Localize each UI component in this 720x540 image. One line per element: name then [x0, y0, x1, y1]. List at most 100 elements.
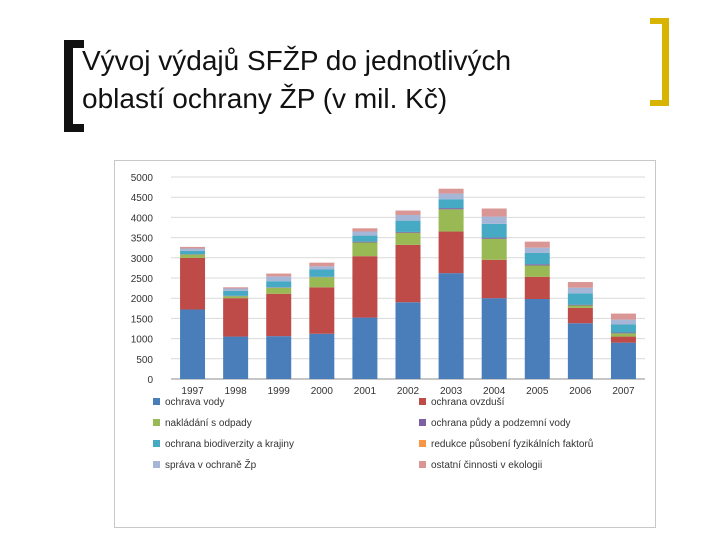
bar-segment: [223, 298, 249, 337]
x-tick-label: 2000: [311, 386, 334, 397]
bar-segment: [352, 235, 378, 242]
x-tick-label: 1999: [268, 386, 291, 397]
bar-segment: [481, 238, 507, 260]
bar-segment: [567, 282, 593, 288]
bar-segment: [610, 333, 636, 337]
bar-segment: [352, 228, 378, 232]
y-tick-label: 1500: [131, 314, 154, 325]
slide-title-line-2: oblastí ochrany ŽP (v mil. Kč): [82, 83, 448, 114]
x-tick-label: 2006: [569, 386, 592, 397]
y-tick-label: 1000: [131, 335, 154, 346]
left-bracket-bar: [64, 40, 73, 132]
stacked-bar-chart: 0 500 1000 1500 2000 2500 3000 3500 4000 4500 5000…: [131, 173, 645, 471]
bar-segment: [438, 199, 464, 209]
bar-segment: [395, 210, 421, 215]
bar-segment: [481, 223, 507, 238]
bar-segment: [610, 342, 636, 379]
x-tick-label: 2001: [354, 386, 377, 397]
legend-swatch: [419, 419, 426, 426]
legend-label: ochrava vody: [165, 397, 224, 408]
bar-segment: [180, 246, 206, 249]
legend-swatch: [419, 398, 426, 405]
bar-segment: [610, 319, 636, 325]
bar-segment: [395, 244, 421, 303]
bar-segment: [266, 293, 292, 337]
bar-segment: [395, 232, 421, 245]
bar-segment: [180, 250, 206, 255]
bar-segment: [610, 313, 636, 320]
legend-label: nakládání s odpady: [165, 418, 252, 429]
legend-label: ochrana půdy a podzemní vody: [431, 417, 571, 429]
right-bracket-bar: [662, 18, 669, 106]
bar-segment: [524, 241, 550, 248]
bar-segment: [567, 323, 593, 379]
bar-segment: [481, 216, 507, 224]
bar-segment: [223, 288, 249, 291]
bar-segment: [438, 208, 464, 210]
bar-segment: [266, 273, 292, 277]
y-tick-label: 5000: [131, 173, 154, 184]
bar-segment: [524, 299, 550, 379]
bar-segment: [309, 277, 335, 288]
legend-swatch: [153, 461, 160, 468]
bar-segment: [266, 287, 292, 294]
x-tick-label: 1998: [225, 386, 248, 397]
bar-segment: [395, 231, 421, 233]
bar-segment: [610, 332, 636, 334]
bar-segment: [352, 241, 378, 243]
bar-segment: [180, 254, 206, 258]
bar-segment: [524, 265, 550, 277]
bar-segment: [395, 214, 421, 221]
y-tick-label: 4500: [131, 193, 154, 204]
right-bracket-top: [650, 18, 669, 24]
bar-segment: [567, 304, 593, 306]
bar-segment: [481, 259, 507, 299]
bar-segment: [266, 281, 292, 288]
x-tick-label: 2005: [526, 386, 549, 397]
bar-segment: [352, 231, 378, 236]
bar-segment: [180, 248, 206, 251]
bar-segment: [438, 188, 464, 194]
y-tick-label: 2000: [131, 294, 154, 305]
bar-segment: [309, 269, 335, 277]
bar-segment: [438, 209, 464, 232]
bar-segment: [438, 193, 464, 200]
bar-segment: [352, 317, 378, 379]
bar-segment: [223, 287, 249, 289]
legend-swatch: [419, 440, 426, 447]
legend-swatch: [153, 398, 160, 405]
legend-label: ochrana ovzduší: [431, 397, 505, 408]
bar-segment: [266, 336, 292, 379]
x-tick-label: 2003: [440, 386, 463, 397]
bar-segment: [438, 273, 464, 379]
legend-swatch: [153, 440, 160, 447]
right-bracket-bottom: [650, 100, 669, 106]
bar-segment: [395, 220, 421, 232]
bar-segment: [352, 256, 378, 318]
y-tick-label: 500: [136, 355, 153, 366]
x-tick-label: 2007: [612, 386, 635, 397]
legend-label: ostatní činnosti v ekologii: [431, 460, 542, 471]
y-tick-label: 4000: [131, 213, 154, 224]
bar-segment: [223, 296, 249, 299]
bar-segment: [180, 309, 206, 379]
y-tick-label: 3500: [131, 234, 154, 245]
bar-segment: [524, 247, 550, 253]
bar-segment: [567, 305, 593, 308]
chart-frame: 0 500 1000 1500 2000 2500 3000 3500 4000 4500 5000…: [114, 160, 656, 528]
bar-segment: [567, 307, 593, 324]
bar-segment: [524, 264, 550, 266]
y-tick-label: 0: [147, 375, 153, 386]
bar-segment: [352, 242, 378, 257]
x-tick-label: 2004: [483, 386, 506, 397]
left-bracket-bottom: [64, 124, 84, 132]
bar-segment: [309, 266, 335, 270]
bar-segment: [481, 237, 507, 239]
slide-title-line-1: Vývoj výdajů SFŽP do jednotlivých: [82, 45, 512, 76]
bar-segment: [567, 287, 593, 294]
y-tick-label: 3000: [131, 254, 154, 265]
x-tick-label: 1997: [181, 386, 204, 397]
bar-segment: [309, 262, 335, 267]
bar-segment: [524, 252, 550, 265]
legend-label: redukce působení fyzikálních faktorů: [431, 438, 593, 450]
